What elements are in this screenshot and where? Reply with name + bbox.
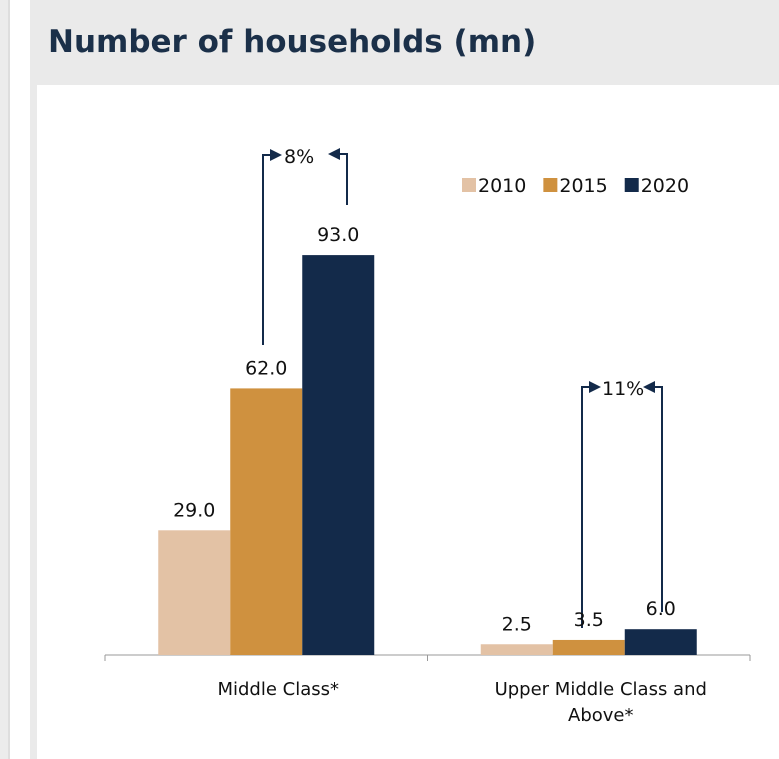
legend-swatch [624,178,639,192]
x-tick-label: Upper Middle Class and Above* [494,679,707,726]
annotation: 11% [602,378,644,400]
bar [302,255,375,655]
legend-label: 2015 [559,175,607,197]
value-label: 3.5 [574,609,604,631]
bar [230,388,303,655]
legend-swatch [462,178,476,192]
legend-swatch [543,178,558,192]
bar [158,530,231,655]
x-tick-label: Middle Class* [217,679,340,700]
chart-title: Number of households (mn) [48,24,536,60]
annotation: 8% [284,146,314,168]
cagr-arrowheads [270,148,655,393]
value-label: 2.5 [502,613,532,635]
side-strip [0,0,10,759]
bar [480,644,553,655]
cagr-brackets [262,153,663,628]
value-label: 62.0 [245,357,287,379]
value-label: 6.0 [646,598,676,620]
legend-label: 2010 [478,175,526,197]
bar [624,629,697,655]
bar [552,639,625,655]
legend-label: 2020 [641,175,689,197]
value-label: 29.0 [173,499,215,521]
value-label: 93.0 [317,224,359,246]
